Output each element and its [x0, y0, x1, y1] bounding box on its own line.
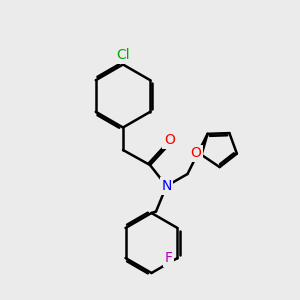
Text: O: O — [164, 133, 175, 147]
Text: N: N — [161, 179, 172, 193]
Text: O: O — [191, 146, 202, 161]
Text: F: F — [164, 251, 172, 265]
Text: Cl: Cl — [116, 48, 130, 62]
